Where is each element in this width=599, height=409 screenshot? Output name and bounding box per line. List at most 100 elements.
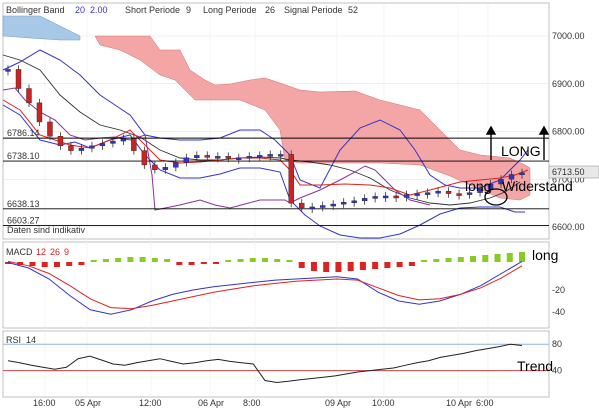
- candle: [319, 205, 326, 208]
- candle: [278, 154, 284, 157]
- candle: [487, 183, 494, 189]
- macd-p3: 9: [64, 247, 69, 257]
- candle: [445, 190, 452, 194]
- macd-bar: [482, 255, 489, 262]
- macd-line: [7, 260, 523, 315]
- candle: [403, 194, 410, 198]
- macd-y-tick: -40: [552, 307, 565, 317]
- candles: [5, 65, 525, 213]
- x-tick-label: 10 Apr: [446, 398, 472, 408]
- macd-bar: [494, 254, 501, 262]
- macd-bar: [408, 262, 415, 266]
- x-tick-label: 12:00: [139, 398, 162, 408]
- candle: [152, 164, 158, 170]
- cloud-red: [94, 35, 531, 201]
- macd-bar: [53, 262, 60, 267]
- bb-p1: 20: [75, 5, 85, 15]
- candle: [508, 174, 515, 180]
- rsi-label: RSI: [6, 335, 21, 345]
- candle: [393, 195, 399, 199]
- macd-bar: [310, 262, 317, 271]
- macd-bar: [359, 262, 366, 270]
- macd-p2: 26: [50, 247, 60, 257]
- y-tick-label: 6800.00: [552, 127, 585, 137]
- candle: [120, 138, 127, 142]
- macd-bar: [347, 262, 354, 271]
- candle: [36, 102, 43, 123]
- cloud-blue: [2, 15, 81, 41]
- macd-bar: [115, 258, 122, 262]
- gridlines: [3, 3, 549, 397]
- rsi-p1: 14: [26, 335, 36, 345]
- macd-bar: [66, 262, 73, 266]
- macd-bar: [519, 252, 525, 262]
- candle: [351, 200, 357, 203]
- rsi-panel: [2, 330, 550, 398]
- candle: [309, 206, 315, 210]
- macd-bar: [506, 253, 513, 262]
- level-label: 6738.10: [7, 151, 40, 161]
- macd-y-tick: -20: [552, 285, 565, 295]
- x-tick-label: 10:00: [372, 398, 395, 408]
- long-arrow-right-head: [538, 125, 550, 135]
- level-lines: 6786.14 6738.10 6638.13 6603.27: [3, 128, 549, 226]
- candle: [382, 195, 389, 199]
- candle: [78, 148, 85, 151]
- candle: [26, 88, 32, 104]
- signal-label: Signal Periode: [284, 5, 343, 15]
- signal-val: 52: [348, 5, 358, 15]
- macd-p1: 12: [36, 247, 46, 257]
- macd-bar: [17, 262, 24, 265]
- annotation-widerstand: Widerstand: [502, 178, 573, 194]
- macd-bar: [200, 262, 207, 264]
- macd-bar: [139, 257, 146, 262]
- macd-bar: [151, 258, 158, 262]
- long-arrows: [485, 125, 550, 160]
- annotation-rsi-trend: Trend: [517, 358, 553, 374]
- level-label: 6638.13: [7, 199, 40, 209]
- macd-bar: [164, 259, 171, 262]
- candle: [57, 136, 64, 147]
- macd-bar: [176, 262, 183, 265]
- candle: [5, 69, 11, 72]
- macd-panel: [2, 241, 550, 329]
- candle: [456, 193, 462, 196]
- macd-bar: [298, 262, 305, 268]
- x-tick-label: 16:00: [33, 398, 56, 408]
- candle: [498, 179, 504, 185]
- macd-bar: [372, 262, 379, 269]
- candle: [110, 140, 116, 144]
- macd-bar: [90, 260, 97, 262]
- candle: [299, 202, 305, 209]
- rsi-y-tick: 80: [552, 339, 562, 349]
- candle: [47, 121, 53, 137]
- macd-bar: [29, 262, 36, 266]
- x-tick-label: 8:00: [243, 398, 261, 408]
- macd-bar: [445, 258, 452, 262]
- macd-bar: [323, 262, 330, 272]
- candle: [236, 157, 242, 160]
- candle: [99, 143, 106, 147]
- macd-bar: [421, 260, 428, 262]
- candle: [414, 193, 420, 196]
- x-tick-label: 06 Apr: [198, 398, 224, 408]
- macd-group: -20 -40: [5, 252, 565, 317]
- macd-bar: [127, 257, 134, 262]
- x-tick-label: 6:00: [476, 398, 494, 408]
- macd-bar: [237, 259, 244, 262]
- macd-bar: [470, 256, 477, 262]
- macd-bar: [274, 259, 281, 262]
- candle: [183, 157, 190, 163]
- macd-bar: [433, 259, 440, 262]
- candle: [194, 155, 200, 158]
- y-tick-label: 6600.00: [552, 222, 585, 232]
- rsi-group: 80 40: [3, 339, 562, 384]
- long-val: 26: [265, 5, 275, 15]
- candle: [372, 196, 378, 199]
- candle: [215, 156, 221, 159]
- candle: [68, 145, 74, 151]
- macd-label: MACD: [6, 247, 33, 257]
- candle: [288, 154, 294, 204]
